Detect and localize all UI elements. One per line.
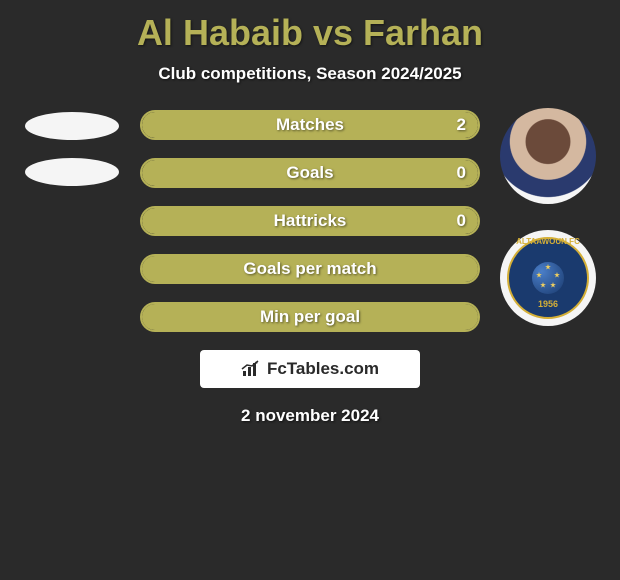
club-placeholder-1 xyxy=(25,158,119,186)
right-column: ALTAAWOUN FC 1956 xyxy=(498,104,598,326)
bar-goals-per-match: Goals per match xyxy=(140,254,480,284)
bar-min-per-goal: Min per goal xyxy=(140,302,480,332)
subtitle: Club competitions, Season 2024/2025 xyxy=(0,60,620,104)
bar-value-matches: 2 xyxy=(457,115,466,135)
player-photo-farhan xyxy=(500,108,596,204)
stats-bars: Matches 2 Goals 0 Hattricks 0 Goals per … xyxy=(140,104,480,332)
bar-matches: Matches 2 xyxy=(140,110,480,140)
bar-hattricks: Hattricks 0 xyxy=(140,206,480,236)
bar-label-gpm: Goals per match xyxy=(243,259,376,279)
root: Al Habaib vs Farhan Club competitions, S… xyxy=(0,0,620,580)
bar-value-goals: 0 xyxy=(457,163,466,183)
main-row: Matches 2 Goals 0 Hattricks 0 Goals per … xyxy=(0,104,620,332)
footer-logo[interactable]: FcTables.com xyxy=(200,350,420,388)
bar-label-goals: Goals xyxy=(286,163,333,183)
bar-goals: Goals 0 xyxy=(140,158,480,188)
page-title: Al Habaib vs Farhan xyxy=(0,0,620,60)
player-placeholder-1 xyxy=(25,112,119,140)
club-badge-altaawoun: ALTAAWOUN FC 1956 xyxy=(500,230,596,326)
footer-logo-text: FcTables.com xyxy=(267,359,379,379)
club-badge-inner: ALTAAWOUN FC 1956 xyxy=(507,237,589,319)
club-badge-year: 1956 xyxy=(538,299,558,309)
chart-icon xyxy=(241,360,261,378)
bar-label-hattricks: Hattricks xyxy=(274,211,347,231)
bar-label-mpg: Min per goal xyxy=(260,307,360,327)
left-column xyxy=(22,104,122,186)
club-badge-ball-icon xyxy=(532,262,564,294)
date-text: 2 november 2024 xyxy=(0,388,620,426)
bar-value-hattricks: 0 xyxy=(457,211,466,231)
bar-label-matches: Matches xyxy=(276,115,344,135)
club-badge-name: ALTAAWOUN FC xyxy=(516,237,580,246)
